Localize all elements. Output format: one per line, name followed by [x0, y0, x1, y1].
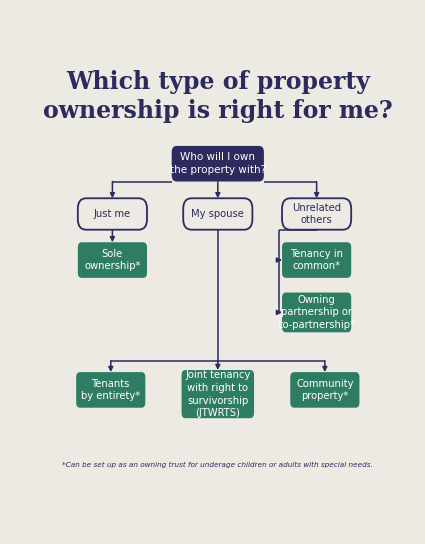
Text: Community
property*: Community property* [296, 379, 354, 401]
Text: Joint tenancy
with right to
survivorship
(JTWRTS): Joint tenancy with right to survivorship… [185, 370, 250, 418]
FancyBboxPatch shape [78, 198, 147, 230]
Text: Who will I own
the property with?: Who will I own the property with? [170, 152, 266, 175]
Text: Unrelated
others: Unrelated others [292, 202, 341, 225]
FancyBboxPatch shape [78, 242, 147, 278]
FancyBboxPatch shape [172, 146, 264, 182]
Text: My spouse: My spouse [191, 209, 244, 219]
FancyBboxPatch shape [183, 198, 252, 230]
FancyBboxPatch shape [290, 372, 360, 407]
FancyBboxPatch shape [181, 370, 254, 418]
Text: Sole
ownership*: Sole ownership* [84, 249, 141, 271]
Text: Just me: Just me [94, 209, 131, 219]
FancyBboxPatch shape [282, 198, 351, 230]
Text: *Can be set up as an owning trust for underage children or adults with special n: *Can be set up as an owning trust for un… [62, 462, 373, 468]
FancyBboxPatch shape [282, 242, 351, 278]
FancyBboxPatch shape [76, 372, 145, 407]
Text: Tenancy in
common*: Tenancy in common* [290, 249, 343, 271]
Text: Tenants
by entirety*: Tenants by entirety* [81, 379, 140, 401]
Text: Owning
partnership or
co-partnership*: Owning partnership or co-partnership* [278, 295, 356, 330]
Text: Which type of property
ownership is right for me?: Which type of property ownership is righ… [43, 70, 393, 123]
FancyBboxPatch shape [282, 293, 351, 332]
